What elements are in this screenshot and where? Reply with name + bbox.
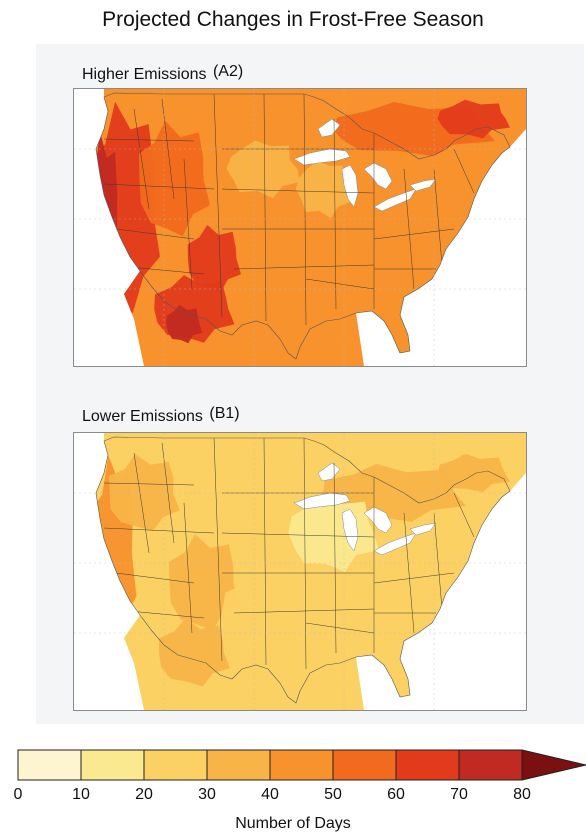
color-scale-legend bbox=[17, 749, 586, 781]
map-lower-emissions-svg bbox=[74, 433, 526, 710]
b1-lake-3 bbox=[373, 532, 417, 556]
b1-border-17 bbox=[433, 512, 443, 610]
b1-border-14 bbox=[333, 462, 337, 654]
a2-border-20 bbox=[305, 278, 375, 290]
legend-swatch-2 bbox=[143, 749, 208, 781]
a2-zone-10 bbox=[226, 140, 300, 199]
b1-border-8 bbox=[263, 437, 267, 666]
a2-border-17 bbox=[433, 168, 443, 266]
a2-border-2 bbox=[115, 228, 195, 240]
legend-units-label: Number of Days bbox=[235, 815, 351, 832]
b1-border-13 bbox=[233, 608, 375, 614]
a2-border-11 bbox=[221, 188, 375, 194]
map-higher-emissions bbox=[73, 88, 527, 367]
legend-tick-30: 30 bbox=[198, 786, 216, 803]
map-label-higher-text: Higher Emissions bbox=[82, 66, 207, 83]
map-label-higher: Higher Emissions (A2) bbox=[82, 63, 243, 84]
b1-border-1 bbox=[103, 527, 215, 534]
a2-border-4 bbox=[133, 108, 150, 210]
legend-swatch-7 bbox=[458, 749, 523, 781]
a2-border-7 bbox=[213, 93, 223, 318]
b1-border-21 bbox=[453, 492, 475, 538]
b1-lake-0 bbox=[293, 492, 351, 510]
b1-zone-1 bbox=[108, 454, 180, 532]
b1-zone-9 bbox=[206, 454, 280, 513]
a2-lake-3 bbox=[373, 188, 417, 212]
b1-zone-2 bbox=[168, 534, 240, 631]
b1-zone-3 bbox=[159, 619, 230, 687]
b1-border-4 bbox=[133, 452, 150, 554]
b1-border-6 bbox=[183, 502, 193, 634]
a2-border-9 bbox=[303, 93, 307, 326]
a2-border-13 bbox=[233, 264, 375, 270]
b1-border-3 bbox=[128, 610, 205, 619]
a2-coastline bbox=[95, 92, 511, 360]
b1-border-7 bbox=[213, 437, 223, 662]
legend-tick-10: 10 bbox=[72, 786, 90, 803]
a2-lake-1 bbox=[341, 164, 359, 208]
map-label-lower-scenario: (B1) bbox=[209, 405, 240, 422]
b1-coastline bbox=[95, 436, 511, 704]
b1-border-20 bbox=[305, 622, 375, 634]
a2-border-1 bbox=[103, 183, 215, 190]
b1-zone-7 bbox=[288, 494, 379, 572]
a2-zone-3 bbox=[187, 225, 241, 293]
legend-tick-20: 20 bbox=[135, 786, 153, 803]
b1-border-18 bbox=[373, 572, 455, 584]
b1-border-0 bbox=[103, 482, 195, 486]
legend-tick-40: 40 bbox=[261, 786, 279, 803]
map-label-lower-text: Lower Emissions bbox=[82, 408, 203, 425]
b1-lake-5 bbox=[317, 462, 341, 482]
map-label-lower: Lower Emissions (B1) bbox=[82, 405, 240, 426]
legend-tick-60: 60 bbox=[387, 786, 405, 803]
a2-zone-11 bbox=[295, 160, 351, 219]
legend-overflow-arrow bbox=[521, 749, 586, 781]
b1-zone-5 bbox=[438, 453, 510, 493]
b1-zone-6 bbox=[221, 564, 366, 662]
a2-lake-5 bbox=[317, 118, 341, 138]
a2-border-21 bbox=[453, 148, 475, 194]
map-lower-emissions bbox=[73, 432, 527, 711]
a2-zone-5 bbox=[166, 304, 202, 344]
a2-lake-4 bbox=[409, 178, 437, 192]
a2-border-14 bbox=[333, 118, 337, 310]
b1-zone-8 bbox=[367, 544, 440, 622]
a2-zone-8 bbox=[238, 191, 348, 288]
legend-tick-0: 0 bbox=[13, 786, 23, 803]
figure-title: Projected Changes in Frost-Free Season bbox=[102, 8, 484, 31]
legend-tick-80: 80 bbox=[513, 786, 531, 803]
legend-swatch-6 bbox=[395, 749, 460, 781]
b1-lake-1 bbox=[341, 508, 359, 552]
b1-lake-2 bbox=[363, 506, 393, 534]
a2-border-6 bbox=[183, 158, 193, 290]
legend-swatch-1 bbox=[80, 749, 145, 781]
a2-zone-9 bbox=[318, 240, 428, 318]
legend-swatch-3 bbox=[206, 749, 271, 781]
a2-border-3 bbox=[128, 266, 205, 275]
a2-border-8 bbox=[263, 93, 267, 322]
b1-border-9 bbox=[303, 437, 307, 670]
a2-border-18 bbox=[373, 228, 455, 240]
a2-border-0 bbox=[103, 138, 195, 142]
map-label-higher-scenario: (A2) bbox=[212, 63, 244, 80]
b1-lake-4 bbox=[409, 522, 437, 536]
legend-tick-70: 70 bbox=[450, 786, 468, 803]
a2-lake-2 bbox=[363, 162, 393, 190]
legend-swatch-5 bbox=[332, 749, 397, 781]
legend-tick-50: 50 bbox=[324, 786, 342, 803]
b1-border-2 bbox=[115, 572, 195, 584]
b1-border-11 bbox=[221, 532, 375, 538]
map-higher-emissions-svg bbox=[74, 89, 526, 366]
a2-lake-0 bbox=[293, 148, 351, 166]
legend-swatch-0 bbox=[17, 749, 82, 781]
legend-swatch-4 bbox=[269, 749, 334, 781]
a2-zone-2 bbox=[138, 120, 210, 237]
